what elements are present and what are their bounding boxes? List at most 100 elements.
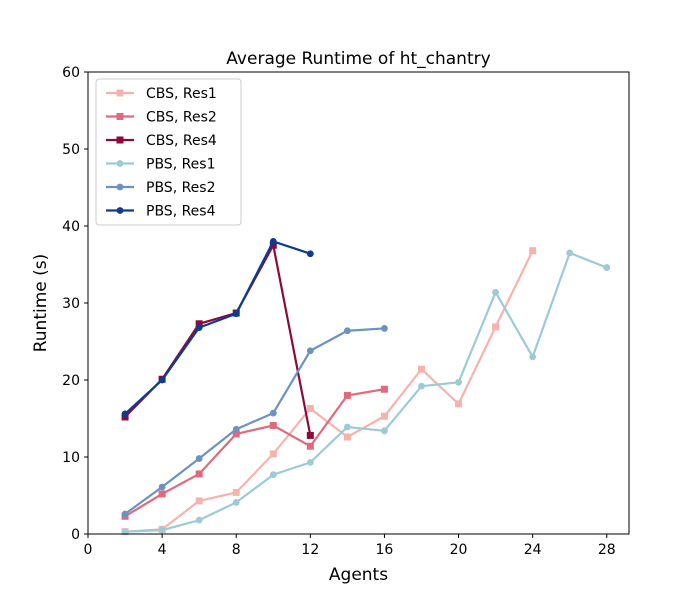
x-tick-label: 0 xyxy=(84,542,93,558)
data-point xyxy=(529,353,537,361)
series-line xyxy=(124,327,385,515)
data-point xyxy=(269,241,277,249)
legend-marker xyxy=(116,89,124,97)
series-line xyxy=(124,250,534,533)
legend-label: PBS, Res4 xyxy=(146,204,216,220)
y-tick-label: 10 xyxy=(62,450,80,466)
data-point xyxy=(492,323,500,331)
series-line xyxy=(124,388,385,518)
data-point xyxy=(158,490,166,498)
data-point xyxy=(195,324,203,332)
y-tick-label: 40 xyxy=(62,219,80,235)
series-line xyxy=(124,244,312,436)
data-point xyxy=(232,430,240,438)
series-layer xyxy=(121,238,611,536)
data-point xyxy=(269,238,277,245)
data-point xyxy=(121,410,129,418)
data-point xyxy=(195,470,203,478)
series-cbs-res2 xyxy=(121,385,388,520)
data-point xyxy=(306,347,314,355)
data-point xyxy=(603,264,611,271)
chart-title: Average Runtime of ht_chantry xyxy=(226,49,490,69)
x-tick-label: 4 xyxy=(158,542,167,558)
series-pbs-res4 xyxy=(121,238,314,418)
data-point xyxy=(455,378,462,386)
data-point xyxy=(381,325,388,332)
series-pbs-res2 xyxy=(121,325,388,518)
data-point xyxy=(195,320,203,328)
data-point xyxy=(269,450,277,458)
data-point xyxy=(158,483,166,491)
data-point xyxy=(232,425,240,433)
data-point xyxy=(566,249,574,257)
data-point xyxy=(269,471,277,479)
data-point xyxy=(380,385,388,393)
data-point xyxy=(492,288,500,296)
data-point xyxy=(381,427,388,435)
series-line xyxy=(125,251,608,533)
data-point xyxy=(343,433,351,441)
data-point xyxy=(306,404,314,412)
y-tick-label: 30 xyxy=(62,296,80,312)
data-point xyxy=(306,250,314,258)
data-point xyxy=(455,400,463,408)
plot-frame xyxy=(87,71,630,535)
legend-marker xyxy=(116,113,124,120)
legend-label: PBS, Res2 xyxy=(146,180,216,196)
data-point xyxy=(417,365,425,373)
series-pbs-res1 xyxy=(121,249,611,536)
tick-layer: 0 4 8 12 16 20 24 28 0 10 20 30 40 50 60 xyxy=(62,65,616,558)
legend-label: CBS, Res4 xyxy=(146,133,217,149)
legend-item: PBS, Res4 xyxy=(106,204,216,220)
series-line xyxy=(124,240,311,415)
legend: CBS, Res1 CBS, Res2 CBS, Res4 PBS, Res1 PBS,… xyxy=(95,78,242,226)
data-point xyxy=(343,423,351,431)
data-point xyxy=(232,310,240,318)
y-tick-label: 0 xyxy=(71,527,80,543)
x-tick-label: 24 xyxy=(524,542,542,558)
data-point xyxy=(195,497,203,505)
legend-marker xyxy=(116,207,124,214)
legend-marker xyxy=(116,136,124,144)
data-point xyxy=(269,421,277,429)
legend-marker xyxy=(116,183,124,191)
data-point xyxy=(232,488,240,496)
data-point xyxy=(418,382,425,390)
data-point xyxy=(269,409,277,417)
legend-item: CBS, Res2 xyxy=(106,110,217,126)
data-point xyxy=(306,458,314,466)
x-axis-label: Agents xyxy=(329,565,388,585)
series-cbs-res4 xyxy=(121,241,314,439)
y-axis-label: Runtime (s) xyxy=(31,254,51,353)
data-point xyxy=(380,412,388,420)
data-point xyxy=(121,528,129,536)
data-point xyxy=(195,516,203,524)
data-point xyxy=(158,526,166,534)
legend-item: CBS, Res4 xyxy=(106,133,217,149)
legend-item: CBS, Res1 xyxy=(106,86,217,102)
legend-label: PBS, Res1 xyxy=(146,157,216,173)
x-tick-label: 28 xyxy=(598,542,616,558)
data-point xyxy=(343,327,351,335)
x-tick-label: 12 xyxy=(301,542,319,558)
data-point xyxy=(306,442,314,450)
data-point xyxy=(195,455,203,462)
y-tick-label: 60 xyxy=(62,65,80,81)
legend-label: CBS, Res1 xyxy=(146,86,217,102)
data-point xyxy=(158,376,166,384)
legend-item: PBS, Res2 xyxy=(106,180,216,196)
y-tick-label: 50 xyxy=(62,142,80,158)
legend-item: PBS, Res1 xyxy=(106,157,216,173)
y-tick-label: 20 xyxy=(62,373,80,389)
data-point xyxy=(232,499,240,506)
series-cbs-res1 xyxy=(121,247,537,536)
legend-marker xyxy=(116,160,124,167)
legend-label: CBS, Res2 xyxy=(146,110,217,126)
x-tick-label: 8 xyxy=(232,542,241,558)
x-tick-label: 16 xyxy=(376,542,394,558)
data-point xyxy=(121,510,129,518)
data-point xyxy=(343,391,351,399)
data-point xyxy=(306,431,314,439)
data-point xyxy=(529,247,537,255)
